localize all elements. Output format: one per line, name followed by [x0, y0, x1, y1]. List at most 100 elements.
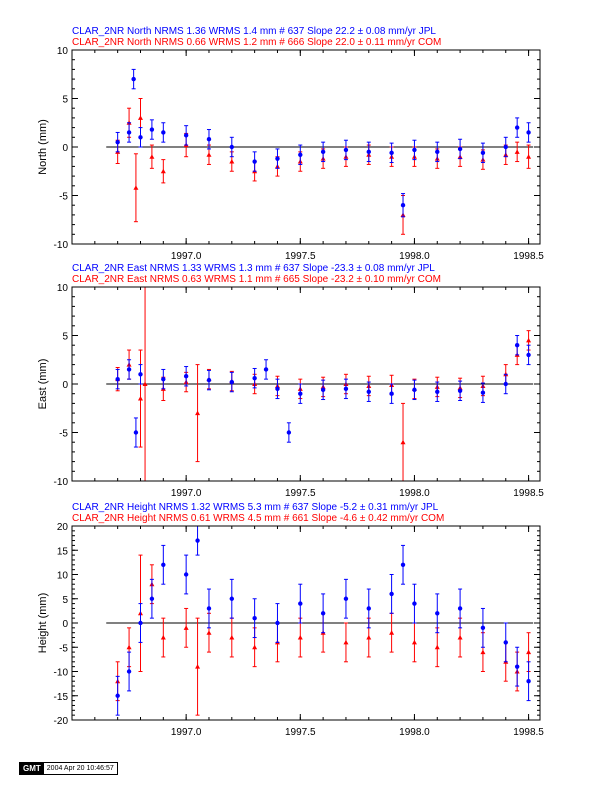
- east-point: [412, 387, 417, 393]
- north-point: [526, 130, 531, 135]
- east-point: [435, 389, 440, 394]
- height-xtick-label: 1998.0: [399, 727, 430, 738]
- height-point: [412, 601, 417, 606]
- height-point: [400, 562, 406, 567]
- east-point: [138, 372, 143, 377]
- east-point: [343, 386, 349, 392]
- north-point: [366, 149, 371, 155]
- east-ytick-label: 5: [62, 332, 68, 343]
- north-series-1: [115, 68, 531, 218]
- height-series-1: [115, 525, 531, 716]
- height-point: [435, 611, 440, 616]
- height-point: [206, 606, 212, 611]
- east-xtick-label: 1998.5: [513, 488, 544, 499]
- east-point: [126, 367, 132, 372]
- north-point: [389, 150, 394, 156]
- north-point: [131, 76, 136, 82]
- height-ytick-label: 5: [62, 595, 68, 606]
- east-ytick-label: 0: [62, 380, 68, 391]
- height-ytick-label: -20: [54, 716, 69, 727]
- height-point: [298, 601, 303, 606]
- gmt-logo: GMT 2004 Apr 20 10:46:57: [19, 762, 118, 775]
- height-point: [366, 606, 371, 611]
- north-ytick-label: 0: [62, 143, 68, 154]
- east-point: [366, 389, 371, 394]
- height-xtick-label: 1998.5: [513, 727, 544, 738]
- north-point: [343, 147, 349, 153]
- height-point: [526, 679, 531, 684]
- height-ytick-label: -10: [54, 668, 69, 679]
- height-point: [195, 538, 200, 543]
- east-point: [195, 410, 201, 416]
- east-point: [263, 367, 269, 372]
- height-ytick-label: 0: [62, 619, 68, 630]
- east-point: [389, 391, 394, 396]
- plot-timestamp: 2004 Apr 20 10:46:57: [43, 763, 117, 774]
- height-ytick-label: 20: [57, 522, 69, 533]
- height-xtick-label: 1997.0: [171, 727, 202, 738]
- height-point: [252, 644, 258, 650]
- height-point: [366, 635, 372, 640]
- east-point: [229, 379, 235, 385]
- height-point: [526, 649, 532, 655]
- north-ytick-label: 5: [62, 95, 68, 106]
- east-point: [115, 376, 120, 382]
- east-point: [400, 439, 406, 445]
- north-point: [149, 127, 155, 132]
- east-point: [526, 352, 531, 358]
- north-point: [298, 152, 303, 157]
- north-xtick-label: 1998.5: [513, 251, 544, 262]
- east-ytick-label: -5: [59, 429, 68, 440]
- height-point: [195, 664, 201, 669]
- north-xtick-label: 1998.0: [399, 251, 430, 262]
- north-point: [115, 139, 120, 145]
- east-title-line: CLAR_2NR East NRMS 0.63 WRMS 1.1 mm # 66…: [72, 274, 441, 285]
- east-point: [457, 388, 463, 393]
- east-point: [320, 387, 326, 393]
- east-point: [275, 386, 280, 392]
- height-point: [115, 693, 120, 698]
- height-point: [183, 572, 189, 577]
- height-point: [457, 635, 463, 640]
- north-point: [514, 125, 520, 130]
- height-point: [206, 630, 212, 635]
- north-panel: CLAR_2NR North NRMS 1.36 WRMS 1.4 mm # 6…: [37, 26, 544, 262]
- east-ylabel: East (mm): [37, 359, 49, 410]
- height-point: [229, 596, 235, 601]
- north-title-line: CLAR_2NR North NRMS 1.36 WRMS 1.4 mm # 6…: [72, 26, 436, 37]
- height-point: [480, 649, 486, 655]
- north-xtick-label: 1997.5: [285, 251, 316, 262]
- east-point: [161, 376, 166, 382]
- height-point: [275, 620, 280, 626]
- north-point: [400, 203, 406, 208]
- height-ytick-label: 10: [57, 571, 69, 582]
- north-point: [183, 133, 189, 138]
- height-ytick-label: -15: [54, 692, 69, 703]
- height-point: [160, 635, 166, 640]
- east-point: [206, 377, 212, 383]
- east-xtick-label: 1998.0: [399, 488, 430, 499]
- east-xtick-label: 1997.5: [285, 488, 316, 499]
- height-ytick-label: 15: [57, 546, 69, 557]
- height-point: [434, 644, 440, 650]
- north-series-0: [115, 98, 532, 235]
- height-title-line: CLAR_2NR Height NRMS 0.61 WRMS 4.5 mm # …: [72, 513, 444, 524]
- height-point: [161, 562, 166, 567]
- east-point: [137, 396, 143, 401]
- north-point: [480, 150, 486, 156]
- north-point: [149, 154, 155, 159]
- north-point: [252, 159, 257, 164]
- north-point: [514, 149, 520, 154]
- height-point: [411, 639, 417, 645]
- east-xtick-label: 1997.0: [171, 488, 202, 499]
- east-point: [526, 337, 532, 343]
- north-point: [160, 168, 166, 174]
- height-xtick-label: 1997.5: [285, 727, 316, 738]
- height-point: [457, 606, 463, 611]
- north-point: [229, 159, 235, 164]
- east-point: [142, 381, 148, 386]
- north-point: [320, 149, 326, 155]
- north-point: [435, 149, 440, 155]
- north-ytick-label: -5: [59, 192, 68, 203]
